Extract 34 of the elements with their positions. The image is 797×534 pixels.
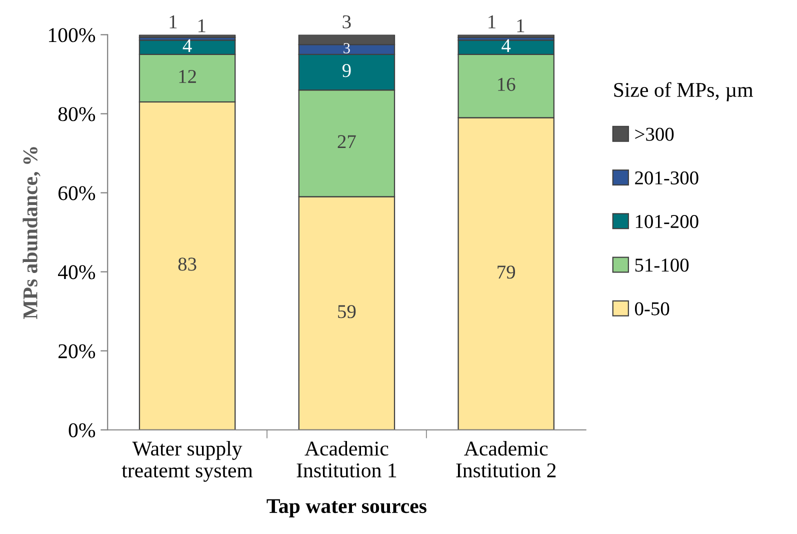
legend-label: 0-50 — [634, 302, 670, 316]
legend-label: >300 — [635, 128, 674, 141]
y-tick-label: 60% — [58, 186, 96, 200]
y-tick-label: 40% — [58, 265, 96, 280]
data-label: 4 — [502, 39, 511, 52]
bar — [458, 34, 554, 38]
legend-label: 201-300 — [635, 171, 698, 184]
y-tick-label: 20% — [58, 344, 96, 358]
y-tick-label: 0% — [68, 423, 96, 438]
data-label: 1 — [198, 19, 206, 32]
data-label: 12 — [179, 70, 196, 83]
x-tick-label: Water supply treatemt system — [122, 440, 253, 482]
data-label: 3 — [344, 43, 350, 54]
x-tick-label: Academic Institution 1 — [296, 440, 396, 478]
legend-label: 101-200 — [636, 214, 698, 228]
data-label: 59 — [338, 305, 356, 318]
data-label: 4 — [182, 39, 192, 52]
data-label: 9 — [342, 64, 351, 78]
data-label: 1 — [170, 15, 177, 28]
data-label: 27 — [338, 135, 356, 148]
data-label: 1 — [517, 19, 524, 32]
x-axis-title: Tap water sources — [266, 499, 426, 518]
data-label: 83 — [178, 258, 196, 271]
y-tick-label: 80% — [58, 107, 96, 122]
bar — [138, 34, 236, 38]
x-tick-label: Academic Institution 2 — [456, 440, 556, 478]
data-label: 3 — [342, 15, 351, 28]
data-label: 79 — [498, 266, 516, 279]
y-tick-label: 100% — [49, 28, 96, 42]
data-label: 16 — [498, 78, 516, 91]
data-label: 1 — [488, 15, 496, 28]
legend-label: 51-100 — [635, 258, 689, 272]
y-axis-title: MPs abundance, % — [22, 147, 40, 320]
legend-title: Size of MPs, µm — [614, 82, 754, 102]
